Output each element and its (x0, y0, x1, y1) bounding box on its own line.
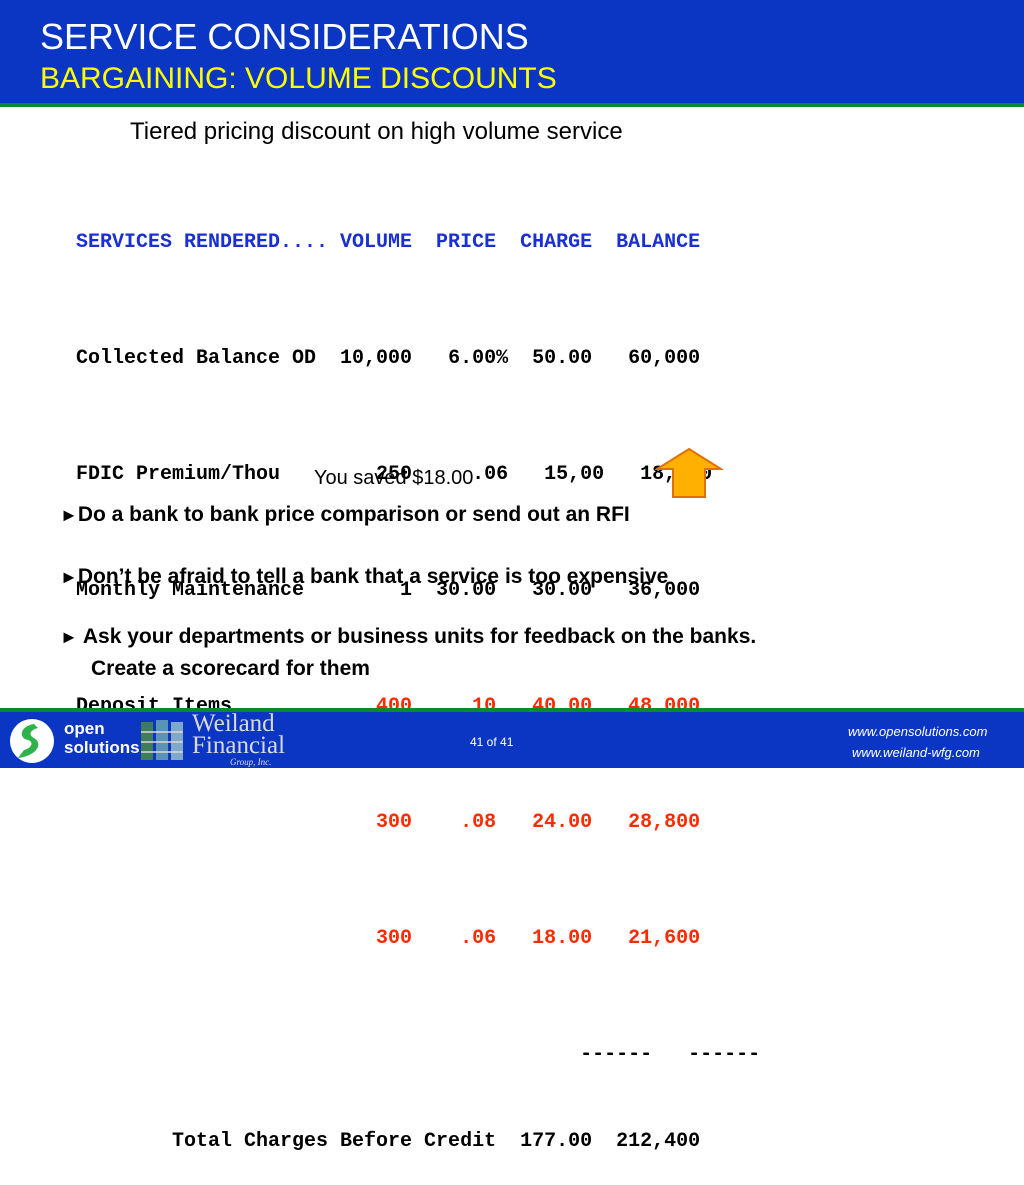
logo-text-line: open (64, 719, 105, 738)
bullet-item: ►Don’t be afraid to tell a bank that a s… (60, 565, 668, 589)
logo-text-line: solutions (64, 738, 140, 757)
footer-divider (0, 708, 1024, 712)
volume-cell: 10,000 (340, 347, 413, 370)
logo-text-line: Weiland (192, 710, 275, 737)
charge-cell: 18.00 (532, 927, 593, 950)
page-title: SERVICE CONSIDERATIONS (40, 16, 529, 57)
bullet-marker: ► (60, 505, 78, 525)
price-cell: .08 (436, 811, 497, 834)
price-cell: 30.00 (436, 579, 497, 602)
table-row: Monthly Maintenance 1 30.00 30.00 36,000 (76, 576, 760, 605)
volume-cell: 300 (340, 811, 413, 834)
table-separator: ------ ------ (76, 1043, 761, 1066)
bullet-text: Do a bank to bank price comparison or se… (77, 503, 630, 526)
balance-cell: 28,800 (628, 811, 701, 834)
service-cell (76, 811, 340, 834)
service-cell: FDIC Premium/Thou (76, 463, 341, 486)
up-arrow-icon (655, 447, 723, 498)
volume-cell: 300 (340, 927, 413, 950)
header-divider (0, 103, 1024, 107)
savings-note: You saved $18.00 (314, 467, 474, 489)
table-total-row: Total Charges Before Credit 177.00 212,4… (76, 1130, 701, 1153)
price-cell: .06 (448, 463, 509, 486)
bullet-item: ► Ask your departments or business units… (60, 625, 756, 649)
service-cell: Collected Balance OD (76, 347, 341, 370)
weiland-financial-logo-icon (141, 720, 183, 760)
open-solutions-logo-icon (10, 719, 54, 763)
balance-cell: 36,000 (628, 579, 701, 602)
bullet-item-continuation: Create a scorecard for them (91, 657, 370, 681)
bullet-marker: ► (60, 567, 78, 587)
header-bar (0, 0, 1024, 103)
bullet-text: Don’t be afraid to tell a bank that a se… (77, 565, 669, 588)
website-link-opensolutions[interactable]: www.opensolutions.com (848, 724, 988, 739)
website-link-weiland[interactable]: www.weiland-wfg.com (852, 745, 980, 760)
price-cell: .06 (436, 927, 497, 950)
page-subtitle: BARGAINING: VOLUME DISCOUNTS (40, 62, 557, 95)
charge-cell: 15,00 (544, 463, 605, 486)
weiland-financial-logo-text: Weiland Financial Group, Inc. (192, 710, 286, 767)
open-solutions-logo-text: open solutions (64, 719, 140, 757)
volume-cell: 250 (340, 463, 413, 486)
service-cell (76, 927, 340, 950)
table-row: 300 .08 24.00 28,800 (76, 808, 760, 837)
price-cell: 6.00% (448, 347, 509, 370)
charge-cell: 50.00 (532, 347, 593, 370)
page-number: 41 of 41 (470, 735, 514, 749)
logo-text-line: Financial (192, 732, 286, 759)
balance-cell: 21,600 (628, 927, 701, 950)
volume-cell: 1 (340, 579, 413, 602)
intro-text: Tiered pricing discount on high volume s… (130, 118, 623, 145)
bullet-text: Ask your departments or business units f… (77, 625, 757, 648)
charge-cell: 24.00 (532, 811, 593, 834)
service-cell: Monthly Maintenance (76, 579, 341, 602)
balance-cell: 60,000 (628, 347, 701, 370)
table-header-row: SERVICES RENDERED.... VOLUME PRICE CHARG… (76, 231, 701, 254)
table-row: Collected Balance OD 10,000 6.00% 50.00 … (76, 344, 760, 373)
charge-cell: 30.00 (532, 579, 593, 602)
table-row: 300 .06 18.00 21,600 (76, 924, 760, 953)
logo-text-line: Group, Inc. (230, 757, 272, 767)
bullet-item: ►Do a bank to bank price comparison or s… (60, 503, 630, 527)
footer-bar (0, 712, 1024, 768)
bullet-text: Create a scorecard for them (91, 657, 370, 680)
bullet-marker: ► (60, 627, 78, 647)
